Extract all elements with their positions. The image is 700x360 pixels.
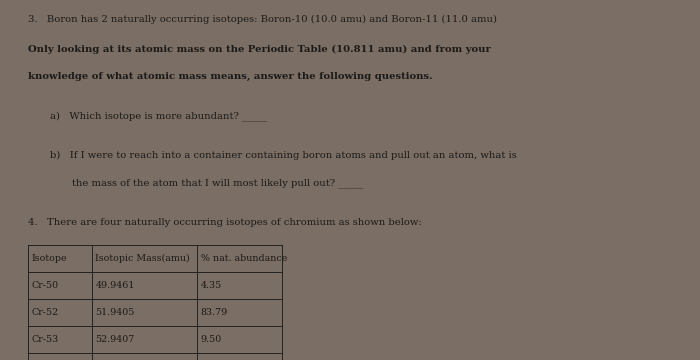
Text: 9.50: 9.50 [200, 335, 222, 344]
Text: Cr-53: Cr-53 [32, 335, 59, 344]
Text: 3.   Boron has 2 naturally occurring isotopes: Boron-10 (10.0 amu) and Boron-11 : 3. Boron has 2 naturally occurring isoto… [28, 14, 497, 23]
Text: knowledge of what atomic mass means, answer the following questions.: knowledge of what atomic mass means, ans… [28, 72, 433, 81]
Text: b)   If I were to reach into a container containing boron atoms and pull out an : b) If I were to reach into a container c… [50, 151, 517, 160]
Text: Cr-50: Cr-50 [32, 281, 59, 290]
Text: Isotope: Isotope [32, 254, 67, 263]
Text: 52.9407: 52.9407 [95, 335, 134, 344]
Text: % nat. abundance: % nat. abundance [200, 254, 287, 263]
Text: 4.   There are four naturally occurring isotopes of chromium as shown below:: 4. There are four naturally occurring is… [28, 218, 421, 227]
Text: 83.79: 83.79 [200, 308, 228, 317]
Text: Cr-52: Cr-52 [32, 308, 59, 317]
Text: a)   Which isotope is more abundant? _____: a) Which isotope is more abundant? _____ [50, 112, 267, 121]
Text: 49.9461: 49.9461 [95, 281, 135, 290]
Text: the mass of the atom that I will most likely pull out? _____: the mass of the atom that I will most li… [50, 178, 363, 188]
Text: Isotopic Mass(amu): Isotopic Mass(amu) [95, 254, 190, 263]
Text: Only looking at its atomic mass on the Periodic Table (10.811 amu) and from your: Only looking at its atomic mass on the P… [28, 45, 491, 54]
Text: 4.35: 4.35 [200, 281, 222, 290]
Text: 51.9405: 51.9405 [95, 308, 135, 317]
